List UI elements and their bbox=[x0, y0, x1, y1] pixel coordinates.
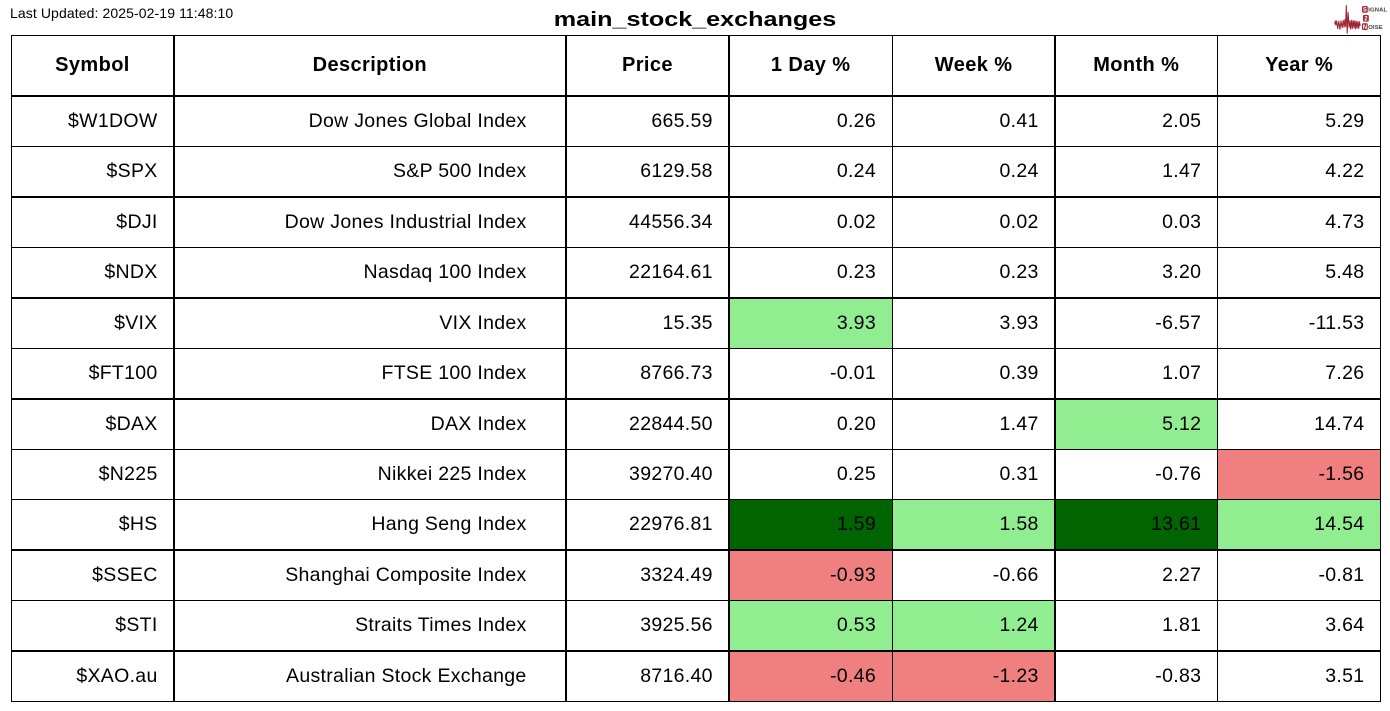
svg-text:N: N bbox=[1363, 25, 1367, 31]
svg-text:IGNAL: IGNAL bbox=[1368, 8, 1387, 14]
svg-text:OISE: OISE bbox=[1368, 25, 1383, 31]
svg-text:2: 2 bbox=[1364, 16, 1368, 22]
svg-text:S: S bbox=[1363, 8, 1367, 14]
